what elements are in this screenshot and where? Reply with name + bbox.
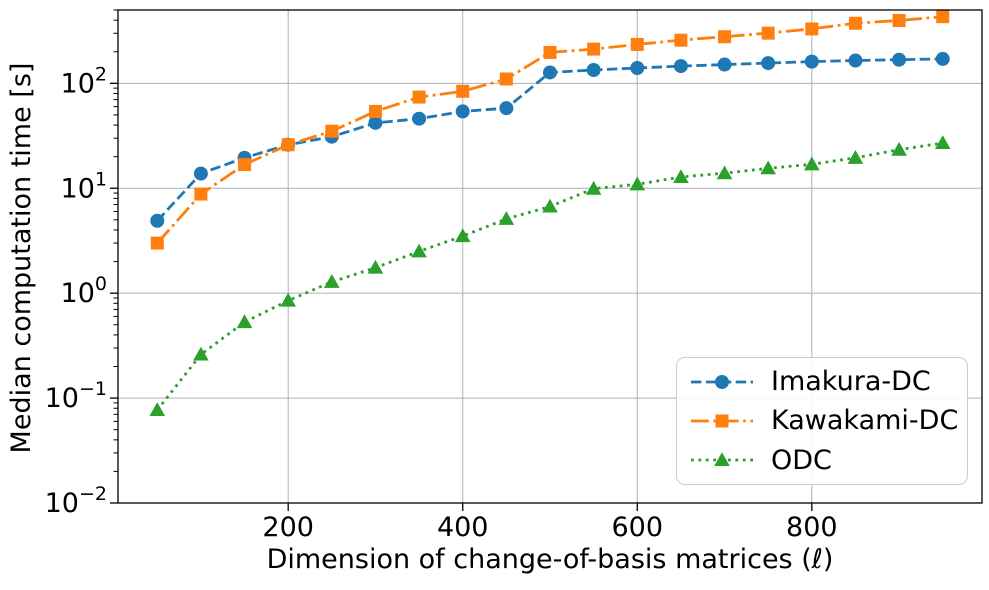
triangle-marker-icon bbox=[716, 165, 733, 180]
square-marker-icon bbox=[456, 84, 470, 98]
series-Kawakami-DC bbox=[150, 10, 950, 250]
x-tick-label: 200 bbox=[262, 512, 314, 543]
circle-marker-icon bbox=[368, 115, 383, 130]
square-marker-icon bbox=[150, 236, 164, 250]
square-marker-icon bbox=[325, 124, 339, 138]
triangle-marker-icon bbox=[454, 228, 471, 243]
triangle-marker-icon bbox=[847, 150, 864, 164]
triangle-marker-icon bbox=[629, 176, 646, 191]
circle-marker-icon bbox=[586, 62, 601, 77]
x-axis-label: Dimension of change-of-basis matrices (ℓ… bbox=[266, 544, 834, 575]
square-marker-icon bbox=[543, 45, 557, 59]
x-tick-label: 400 bbox=[437, 512, 489, 543]
x-axis: 200 400 600 800 bbox=[262, 503, 838, 543]
triangle-marker-icon bbox=[498, 211, 515, 225]
triangle-marker-icon bbox=[280, 292, 296, 307]
triangle-marker-icon bbox=[149, 402, 166, 416]
square-marker-icon bbox=[761, 26, 775, 40]
x-tick-label: 800 bbox=[786, 512, 838, 543]
triangle-marker-icon bbox=[585, 180, 602, 195]
square-marker-icon bbox=[412, 90, 426, 104]
triangle-marker-icon bbox=[542, 198, 558, 213]
square-marker-icon bbox=[194, 187, 208, 201]
plot-border bbox=[117, 9, 983, 504]
y-tick-label: 10−2 bbox=[45, 483, 107, 519]
triangle-marker-icon bbox=[804, 156, 820, 171]
x-tick-label: 600 bbox=[611, 512, 663, 543]
square-marker-icon bbox=[630, 37, 644, 51]
legend: Imakura-DC Kawakami-DC ODC bbox=[676, 357, 968, 485]
legend-sample-circle-icon bbox=[691, 374, 753, 389]
square-marker-icon bbox=[718, 30, 732, 44]
legend-sample-triangle-icon bbox=[691, 452, 753, 467]
circle-marker-icon bbox=[455, 104, 470, 119]
square-marker-icon bbox=[368, 104, 382, 118]
circle-marker-icon bbox=[715, 374, 729, 389]
circle-marker-icon bbox=[630, 61, 645, 76]
y-axis-label: Median computation time [s] bbox=[6, 62, 37, 454]
y-tick-label: 101 bbox=[61, 168, 107, 204]
legend-label: Kawakami-DC bbox=[771, 405, 959, 437]
triangle-marker-icon bbox=[236, 314, 253, 329]
square-marker-icon bbox=[848, 16, 862, 30]
legend-label: Imakura-DC bbox=[771, 366, 931, 398]
circle-marker-icon bbox=[848, 53, 863, 68]
legend-label: ODC bbox=[771, 444, 832, 476]
triangle-marker-icon bbox=[673, 169, 689, 184]
circle-marker-icon bbox=[499, 101, 514, 116]
legend-row-Imakura-DC: Imakura-DC bbox=[689, 362, 957, 401]
y-tick-label: 100 bbox=[61, 273, 107, 309]
circle-marker-icon bbox=[543, 65, 557, 80]
legend-sample-square-icon bbox=[691, 414, 753, 428]
circle-marker-icon bbox=[717, 57, 732, 72]
square-marker-icon bbox=[892, 14, 906, 28]
square-marker-icon bbox=[674, 33, 688, 47]
circle-marker-icon bbox=[935, 51, 950, 66]
triangle-marker-icon bbox=[760, 160, 776, 175]
circle-marker-icon bbox=[412, 111, 427, 126]
legend-row-Kawakami-DC: Kawakami-DC bbox=[689, 401, 959, 440]
triangle-marker-icon bbox=[324, 274, 340, 288]
circle-marker-icon bbox=[761, 56, 776, 71]
y-tick-label: 102 bbox=[61, 63, 107, 99]
square-marker-icon bbox=[238, 158, 252, 172]
square-marker-icon bbox=[281, 138, 295, 152]
y-tick-label: 10−1 bbox=[45, 378, 107, 414]
square-marker-icon bbox=[587, 42, 601, 56]
triangle-marker-icon bbox=[934, 135, 951, 149]
triangle-marker-icon bbox=[714, 452, 730, 467]
square-marker-icon bbox=[936, 10, 950, 24]
triangle-marker-icon bbox=[411, 243, 427, 258]
circle-marker-icon bbox=[673, 59, 688, 74]
series-ODC bbox=[149, 135, 951, 416]
square-marker-icon bbox=[499, 72, 513, 86]
legend-row-ODC: ODC bbox=[689, 441, 957, 480]
square-marker-icon bbox=[715, 414, 729, 428]
triangle-marker-icon bbox=[193, 346, 209, 361]
triangle-marker-icon bbox=[891, 141, 907, 156]
circle-marker-icon bbox=[892, 52, 907, 67]
y-axis: 10−2 10−1 100 101 102 bbox=[45, 9, 118, 519]
triangle-marker-icon bbox=[367, 259, 384, 274]
circle-marker-icon bbox=[150, 213, 165, 228]
square-marker-icon bbox=[805, 22, 819, 36]
circle-marker-icon bbox=[804, 54, 819, 69]
circle-marker-icon bbox=[193, 166, 208, 181]
